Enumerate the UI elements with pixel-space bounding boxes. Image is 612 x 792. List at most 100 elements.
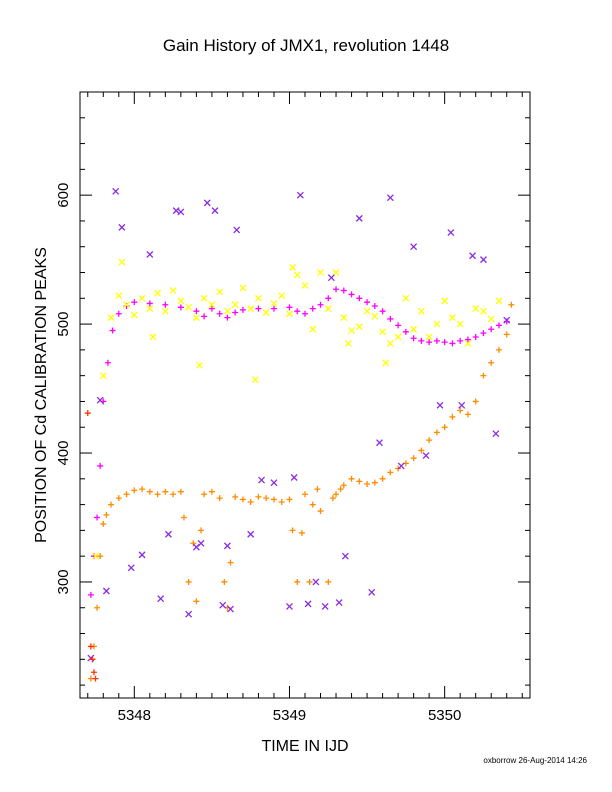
- axis-ticks: 5348 5349 5350 300 400 500 600: [55, 91, 530, 724]
- data-point: [123, 491, 130, 498]
- data-point: [190, 540, 197, 547]
- data-point: [94, 604, 101, 611]
- data-point: [270, 305, 277, 312]
- data-point: [329, 495, 336, 502]
- x-tick-label: 5348: [118, 707, 151, 724]
- data-point: [270, 479, 278, 487]
- data-point: [278, 499, 285, 506]
- data-point: [216, 495, 223, 502]
- data-point: [94, 514, 101, 521]
- data-point: [223, 307, 231, 315]
- data-point: [325, 578, 332, 585]
- data-point: [203, 199, 211, 207]
- data-point: [325, 295, 332, 302]
- data-point: [386, 194, 394, 202]
- data-point: [418, 447, 425, 454]
- data-point: [169, 287, 177, 295]
- data-point: [344, 339, 352, 347]
- data-point: [379, 475, 386, 482]
- data-points: [84, 187, 515, 682]
- series-0: [87, 286, 510, 598]
- data-point: [221, 578, 228, 585]
- data-point: [495, 322, 502, 329]
- data-point: [192, 314, 200, 322]
- data-point: [371, 312, 379, 320]
- data-point: [130, 311, 138, 319]
- data-point: [387, 469, 394, 476]
- data-point: [286, 602, 293, 610]
- data-point: [239, 306, 246, 313]
- data-point: [254, 294, 262, 302]
- data-point: [270, 496, 277, 503]
- data-point: [464, 411, 471, 418]
- data-point: [115, 495, 122, 502]
- data-point: [177, 208, 185, 216]
- data-point: [177, 297, 185, 305]
- data-point: [309, 325, 317, 333]
- data-point: [464, 336, 471, 343]
- data-point: [258, 476, 266, 484]
- y-tick-label: 600: [55, 183, 72, 208]
- data-point: [92, 552, 99, 560]
- data-point: [255, 305, 262, 312]
- data-point: [422, 452, 430, 460]
- data-point: [309, 501, 316, 508]
- data-point: [425, 333, 433, 341]
- data-point: [262, 309, 270, 316]
- data-point: [270, 299, 278, 307]
- data-point: [379, 308, 386, 315]
- data-point: [301, 281, 309, 289]
- data-point: [469, 252, 477, 260]
- data-point: [418, 337, 425, 344]
- series-4: [84, 410, 99, 682]
- data-point: [417, 307, 425, 315]
- y-tick-label: 300: [55, 569, 72, 594]
- data-point: [146, 488, 153, 495]
- data-point: [302, 491, 308, 498]
- data-point: [333, 491, 340, 498]
- data-point: [263, 495, 270, 502]
- data-point: [131, 487, 138, 494]
- data-point: [487, 315, 495, 323]
- data-point: [503, 331, 510, 338]
- data-point: [426, 437, 433, 444]
- data-point: [164, 530, 172, 538]
- series-2: [92, 258, 503, 560]
- data-point: [394, 333, 402, 341]
- data-point: [208, 301, 216, 309]
- data-point: [340, 287, 347, 294]
- data-point: [387, 315, 394, 322]
- data-point: [247, 305, 255, 313]
- data-point: [224, 314, 231, 321]
- data-point: [402, 328, 409, 335]
- data-point: [324, 305, 332, 313]
- data-point: [314, 486, 321, 493]
- data-point: [472, 398, 479, 405]
- data-point: [208, 305, 215, 312]
- data-point: [231, 301, 239, 309]
- data-point: [286, 310, 293, 318]
- data-point: [97, 462, 104, 469]
- data-point: [185, 610, 193, 618]
- data-point: [456, 320, 464, 328]
- plot-frame: [79, 91, 531, 699]
- data-point: [278, 292, 286, 300]
- data-point: [293, 271, 301, 279]
- data-point: [327, 274, 335, 282]
- data-point: [508, 301, 515, 308]
- data-point: [146, 251, 154, 258]
- data-point: [306, 578, 313, 585]
- data-point: [177, 488, 184, 495]
- data-point: [219, 601, 227, 609]
- data-point: [239, 496, 246, 503]
- data-point: [289, 527, 296, 534]
- data-point: [102, 587, 110, 595]
- data-point: [118, 223, 126, 231]
- data-point: [247, 499, 254, 506]
- data-point: [480, 330, 487, 337]
- data-point: [386, 339, 394, 347]
- data-point: [96, 396, 104, 404]
- x-tick-label: 5350: [428, 707, 461, 724]
- data-point: [298, 529, 305, 536]
- data-point: [109, 327, 116, 334]
